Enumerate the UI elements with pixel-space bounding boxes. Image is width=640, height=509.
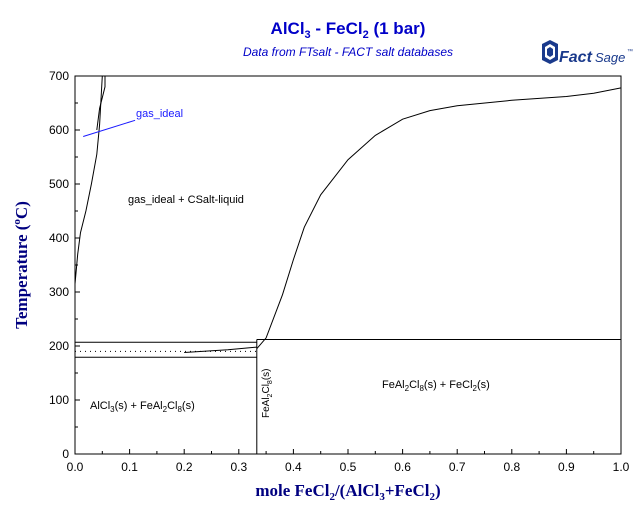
label-gas-ideal: gas_ideal bbox=[136, 108, 183, 120]
y-tick-label: 400 bbox=[49, 231, 69, 245]
y-tick-label: 500 bbox=[49, 177, 69, 191]
x-tick-label: 0.9 bbox=[558, 460, 575, 474]
y-tick-label: 300 bbox=[49, 285, 69, 299]
svg-text:Fact: Fact bbox=[559, 49, 593, 66]
x-tick-label: 0.1 bbox=[121, 460, 138, 474]
x-tick-label: 0.6 bbox=[394, 460, 411, 474]
label-gas-csalt-liquid: gas_ideal + CSalt-liquid bbox=[128, 194, 244, 206]
factsage-logo-mark: Fact Sage ™ bbox=[542, 40, 633, 66]
svg-text:™: ™ bbox=[627, 48, 633, 55]
phase-boundaries bbox=[74, 75, 622, 454]
x-tick-label: 1.0 bbox=[613, 460, 630, 474]
label-feal2cl8-fecl2: FeAl2Cl8(s) + FeCl2(s) bbox=[382, 379, 490, 393]
factsage-logo: Fact Sage ™ bbox=[538, 38, 638, 74]
chart-subtitle: Data from FTsalt - FACT salt databases bbox=[243, 45, 453, 59]
gas-ideal-pointer-line bbox=[83, 119, 136, 137]
x-tick-label: 0.8 bbox=[503, 460, 520, 474]
label-alcl3-feal2cl8: AlCl3(s) + FeAl2Cl8(s) bbox=[90, 400, 195, 414]
y-tick-label: 700 bbox=[49, 69, 69, 83]
x-axis-label: mole FeCl2/(AlCl3+FeCl2) bbox=[255, 481, 440, 503]
x-tick-label: 0.2 bbox=[176, 460, 193, 474]
plot-frame bbox=[74, 75, 622, 455]
x-tick-label: 0.7 bbox=[449, 460, 466, 474]
y-axis-label: Temperature (oC) bbox=[11, 201, 31, 329]
chart-title: AlCl3 - FeCl2 (1 bar) bbox=[271, 19, 426, 41]
x-tick-label: 0.4 bbox=[285, 460, 302, 474]
x-tick-label: 0.5 bbox=[340, 460, 357, 474]
y-tick-label: 0 bbox=[62, 447, 69, 461]
x-tick-label: 0.3 bbox=[230, 460, 247, 474]
axis-ticks: 0.0 0.1 0.2 0.3 0.4 0.5 0.6 0.7 0.8 0.9 1.0 0 100 200… bbox=[49, 69, 630, 474]
label-feal2cl8-vertical: FeAl2Cl8(s) bbox=[261, 369, 274, 419]
phase-boundary-line bbox=[96, 76, 106, 131]
phase-boundary-line bbox=[256, 87, 622, 350]
svg-text:Sage: Sage bbox=[595, 50, 625, 65]
x-tick-label: 0.0 bbox=[67, 460, 84, 474]
y-tick-label: 100 bbox=[49, 393, 69, 407]
y-tick-label: 200 bbox=[49, 339, 69, 353]
phase-boundary-line bbox=[74, 75, 103, 284]
y-tick-label: 600 bbox=[49, 123, 69, 137]
phase-boundary-line bbox=[184, 346, 257, 353]
